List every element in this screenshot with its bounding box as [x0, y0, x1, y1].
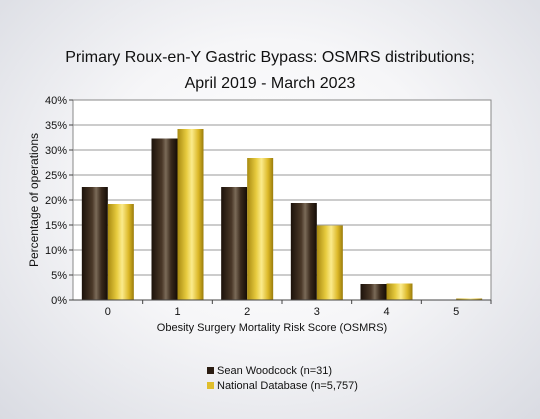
- y-tick-label: 5%: [51, 270, 67, 282]
- bars: [81, 129, 483, 300]
- bar-sean-woodcock-0: [81, 187, 108, 300]
- y-tick-label: 35%: [45, 120, 67, 132]
- gridlines: [73, 124, 491, 276]
- bar-sean-woodcock-1: [151, 138, 178, 300]
- bar-sean-woodcock-4: [360, 284, 387, 300]
- bar-national-database-5: [456, 298, 483, 300]
- bar-national-database-2: [247, 158, 274, 300]
- legend-label: National Database (n=5,757): [217, 379, 358, 392]
- y-tick-label: 25%: [45, 170, 67, 182]
- x-tick-label: 2: [244, 306, 250, 318]
- x-tick-labels: 0 1 2 3 4 5: [105, 300, 492, 318]
- x-tick-label: 3: [314, 306, 320, 318]
- bar-national-database-4: [386, 283, 413, 300]
- x-tick-label: 1: [174, 306, 180, 318]
- bar-sean-woodcock-3: [290, 203, 317, 300]
- bar-national-database-3: [316, 225, 343, 300]
- x-tick-label: 5: [453, 306, 459, 318]
- y-tick-label: 40%: [45, 95, 67, 107]
- bar-national-database-1: [177, 129, 204, 300]
- x-axis-label: Obesity Surgery Mortality Risk Score (OS…: [157, 322, 387, 334]
- legend-item-sean-woodcock: Sean Woodcock (n=31): [207, 363, 358, 378]
- legend-swatch: [207, 367, 214, 374]
- y-tick-label: 20%: [45, 195, 67, 207]
- chart-subtitle: April 2019 - March 2023: [184, 75, 356, 92]
- x-tick-label: 0: [105, 306, 111, 318]
- y-tick-label: 15%: [45, 220, 67, 232]
- bar-sean-woodcock-2: [221, 187, 248, 300]
- y-axis-label: Percentage of operations: [27, 133, 41, 267]
- legend-swatch: [207, 382, 214, 389]
- y-tick-labels: 0% 5% 10% 15% 20% 25% 30% 35% 40%: [45, 95, 73, 307]
- y-tick-label: 10%: [45, 245, 67, 257]
- legend-item-national-database: National Database (n=5,757): [207, 378, 358, 393]
- bar-national-database-0: [107, 204, 134, 300]
- y-tick-label: 0%: [51, 295, 67, 307]
- legend: Sean Woodcock (n=31) National Database (…: [207, 363, 358, 393]
- legend-label: Sean Woodcock (n=31): [217, 364, 333, 377]
- y-tick-label: 30%: [45, 145, 67, 157]
- x-tick-label: 4: [383, 306, 389, 318]
- chart-title: Primary Roux-en-Y Gastric Bypass: OSMRS …: [65, 49, 475, 66]
